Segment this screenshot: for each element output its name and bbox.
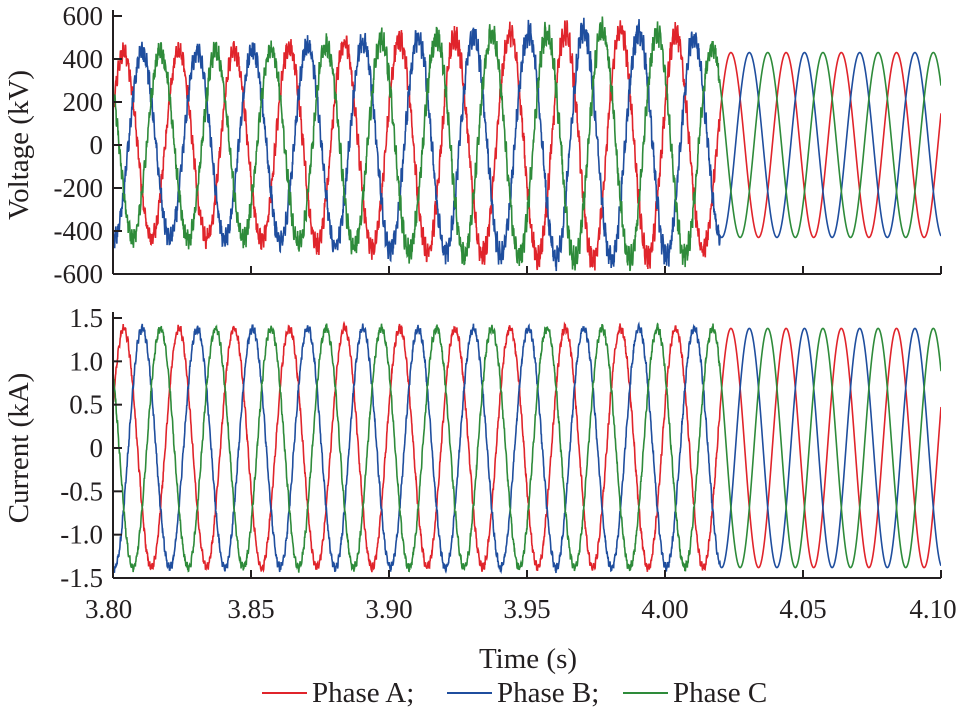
x-tick-label: 4.05 [779, 594, 826, 624]
voltage-panel: 600 400 200 0 -200 -400 -600 Voltage (kV) [3, 1, 942, 289]
series-line-phase-c [113, 16, 941, 272]
y-tick-label: 600 [63, 1, 104, 31]
current-panel: 1.5 1.0 0.5 0 -0.5 -1.0 -1.53.80 3.85 3.90 3.95 4.… [3, 303, 957, 624]
y-tick-label: -1.5 [60, 563, 103, 593]
y-axis-label: Current (kA) [3, 373, 35, 524]
series-group [113, 16, 941, 272]
series-line-phase-b [113, 17, 941, 272]
x-tick-label: 4.10 [909, 594, 956, 624]
x-tick-label: 4.00 [641, 594, 688, 624]
series-line-phase-a [113, 320, 941, 573]
y-tick-label: 400 [63, 44, 104, 74]
x-axis-label: Time (s) [479, 643, 577, 675]
x-tick-label: 3.85 [227, 594, 274, 624]
x-tick-label: 3.95 [503, 594, 550, 624]
y-tick-label: 0.5 [69, 390, 103, 420]
legend-label: Phase C [673, 677, 767, 709]
y-tick-label: 0 [90, 130, 104, 160]
y-tick-label: 1.0 [69, 346, 103, 376]
legend: Phase A; Phase B; Phase C [262, 677, 767, 709]
series-group [113, 320, 941, 575]
y-tick-label: 0 [90, 433, 104, 463]
series-line-phase-b [113, 321, 941, 575]
legend-label: Phase A; [312, 677, 414, 709]
series-line-phase-a [113, 20, 941, 271]
y-tick-label: -400 [54, 216, 104, 246]
x-tick-label: 3.80 [85, 594, 132, 624]
y-tick-label: 1.5 [69, 303, 103, 333]
legend-label: Phase B; [497, 677, 599, 709]
y-tick-label: 200 [63, 87, 104, 117]
x-tick-label: 3.90 [365, 594, 412, 624]
y-tick-label: -1.0 [60, 520, 103, 550]
series-line-phase-c [113, 322, 941, 573]
y-tick-label: -200 [54, 173, 104, 203]
y-axis-label: Voltage (kV) [3, 70, 35, 220]
y-tick-label: -600 [54, 259, 104, 289]
y-tick-label: -0.5 [60, 476, 103, 506]
